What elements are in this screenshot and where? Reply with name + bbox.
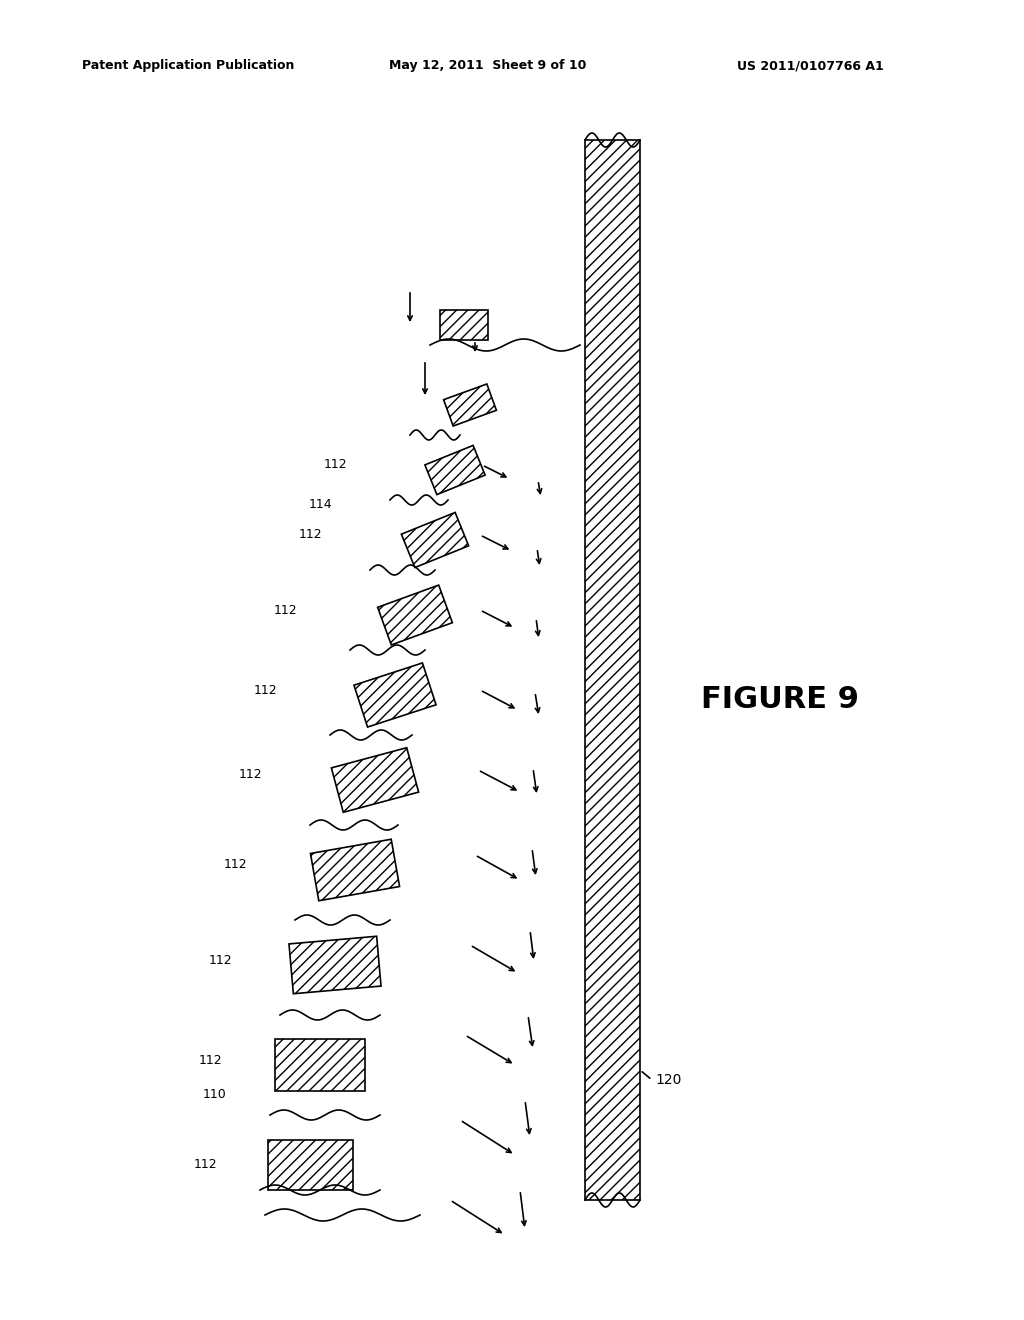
Bar <box>275 1039 365 1092</box>
Text: FIGURE 9: FIGURE 9 <box>701 685 859 714</box>
Bar <box>443 384 497 426</box>
Text: 112: 112 <box>199 1053 222 1067</box>
Bar <box>354 663 436 727</box>
Text: 112: 112 <box>324 458 347 471</box>
Text: 112: 112 <box>194 1159 217 1172</box>
Text: 112: 112 <box>223 858 247 871</box>
Text: US 2011/0107766 A1: US 2011/0107766 A1 <box>737 59 884 73</box>
Text: May 12, 2011  Sheet 9 of 10: May 12, 2011 Sheet 9 of 10 <box>389 59 587 73</box>
Bar <box>585 140 640 1200</box>
Text: 112: 112 <box>298 528 322 541</box>
Text: 114: 114 <box>308 499 332 511</box>
Text: 110: 110 <box>203 1089 227 1101</box>
Text: 120: 120 <box>655 1073 681 1086</box>
Text: 112: 112 <box>273 603 297 616</box>
Text: 112: 112 <box>239 768 262 781</box>
Text: Patent Application Publication: Patent Application Publication <box>82 59 294 73</box>
Text: 112: 112 <box>253 684 276 697</box>
Bar <box>289 936 381 994</box>
Bar <box>440 310 488 341</box>
Text: 112: 112 <box>208 953 231 966</box>
Bar <box>425 445 485 495</box>
Bar <box>267 1140 352 1191</box>
Bar <box>401 512 469 568</box>
Bar <box>378 585 453 645</box>
Bar <box>310 840 399 900</box>
Bar <box>332 747 419 812</box>
